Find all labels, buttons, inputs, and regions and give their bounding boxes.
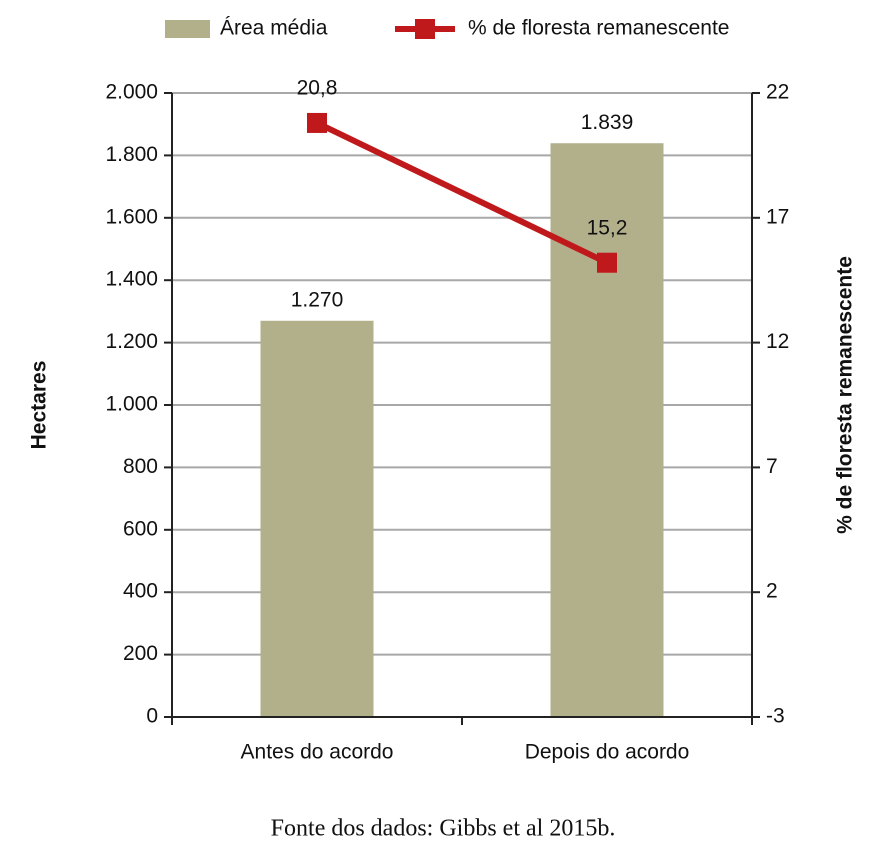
y2-tick-label: -3 <box>766 705 785 728</box>
line-marker <box>307 112 327 133</box>
x-tick-label: Antes do acordo <box>241 741 394 764</box>
y-tick-label: 2.000 <box>105 81 158 104</box>
line-marker <box>597 252 617 273</box>
source-note: Fonte dos dados: Gibbs et al 2015b. <box>271 816 616 842</box>
bar-value-label: 1.270 <box>291 288 344 311</box>
legend-label: % de floresta remanescente <box>468 17 729 40</box>
y-tick-label: 800 <box>123 455 158 478</box>
line-value-label: 15,2 <box>587 216 628 239</box>
legend-swatch-marker <box>415 19 435 39</box>
y-tick-label: 1.200 <box>105 330 158 353</box>
y-tick-label: 400 <box>123 580 158 603</box>
line <box>315 120 609 266</box>
y-tick-label: 200 <box>123 642 158 665</box>
bar <box>550 143 664 717</box>
y-tick-label: 1.600 <box>105 205 158 228</box>
y-tick-label: 1.000 <box>105 393 158 416</box>
line-value-label: 20,8 <box>297 76 338 99</box>
y-tick-label: 600 <box>123 517 158 540</box>
legend-label: Área média <box>220 17 328 40</box>
y2-tick-label: 22 <box>766 81 789 104</box>
y2-tick-label: 17 <box>766 205 789 228</box>
y2-axis-title: % de floresta remanescente <box>834 256 857 534</box>
y-tick-label: 1.400 <box>105 268 158 291</box>
y2-tick-label: 2 <box>766 580 778 603</box>
legend-swatch <box>165 20 210 38</box>
x-tick-label: Depois do acordo <box>525 741 690 764</box>
y-axis-title: Hectares <box>28 361 51 450</box>
y2-tick-label: 12 <box>766 330 789 353</box>
y-tick-label: 1.800 <box>105 143 158 166</box>
bar-value-label: 1.839 <box>581 111 634 134</box>
y-tick-label: 0 <box>146 705 158 728</box>
bar <box>260 320 374 717</box>
y2-tick-label: 7 <box>766 455 778 478</box>
